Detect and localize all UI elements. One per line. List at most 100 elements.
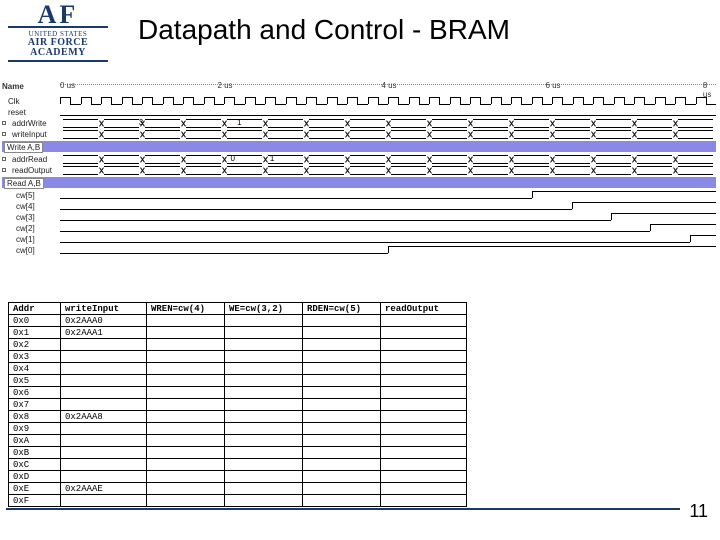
addrread-lane: 0 1 [60,154,716,165]
logo-top: AF [8,4,108,28]
table-header-row: Addr writeInput WREN=cw(4) WE=cw(3,2) RD… [9,303,467,315]
table-row: 0xB [9,447,467,459]
signal-label: cw[2] [16,224,64,233]
table-cell [381,363,467,375]
signal-label: addrWrite [12,119,60,128]
table-cell [381,375,467,387]
table-cell [147,495,225,507]
table-cell [303,387,381,399]
bus-value: 0 [231,154,235,163]
bus-value: 1 [270,154,274,163]
signal-reset: reset [0,107,716,118]
footer-divider [6,508,680,510]
table-cell: 0x1 [9,327,61,339]
table-cell [381,315,467,327]
table-cell [225,495,303,507]
table-cell [225,435,303,447]
signal-label: cw[4] [16,202,64,211]
bus-value: 1 [237,118,241,127]
table-cell [147,339,225,351]
table-cell [381,495,467,507]
th-writeinput: writeInput [61,303,147,315]
table-cell [303,471,381,483]
table-cell [61,387,147,399]
table-cell [147,399,225,411]
table-cell: 0xE [9,483,61,495]
th-readoutput: readOutput [381,303,467,315]
table-cell [147,327,225,339]
table-cell [381,447,467,459]
table-row: 0x3 [9,351,467,363]
table-cell [225,447,303,459]
table-cell [61,339,147,351]
table-cell [61,375,147,387]
th-rden: RDEN=cw(5) [303,303,381,315]
expand-icon[interactable] [2,157,6,161]
bram-table: Addr writeInput WREN=cw(4) WE=cw(3,2) RD… [8,302,467,507]
table-row: 0x5 [9,375,467,387]
table-cell: 0x2AAAE [61,483,147,495]
table-row: 0x9 [9,423,467,435]
table-cell [147,387,225,399]
table-cell: 0xA [9,435,61,447]
table-cell [225,327,303,339]
table-cell [225,411,303,423]
signal-label: writeInput [12,130,60,139]
table-row: 0xF [9,495,467,507]
expand-icon[interactable] [2,121,6,125]
signal-label: cw[0] [16,246,64,255]
table-cell [61,399,147,411]
group-label: Write A,B [4,142,43,153]
table-cell [61,351,147,363]
table-cell [147,459,225,471]
table-cell [225,351,303,363]
table-cell [381,327,467,339]
clk-lane [60,96,716,107]
table-cell [225,423,303,435]
table-cell: 0x5 [9,375,61,387]
table-row: 0x80x2AAA8 [9,411,467,423]
signal-addrwrite: addrWrite 3 1 [0,118,716,129]
table-cell: 0x6 [9,387,61,399]
table-cell [303,363,381,375]
signal-cw: cw[0] [0,245,716,256]
table-cell [303,411,381,423]
signal-label: addrRead [12,155,60,164]
table-cell [61,435,147,447]
table-cell [381,483,467,495]
time-axis: 0 us 2 us 4 us 6 us 8 us [60,84,716,94]
table-cell [381,459,467,471]
af-logo: AF UNITED STATES AIR FORCE ACADEMY [8,4,108,62]
table-cell [147,315,225,327]
addr-table: Addr writeInput WREN=cw(4) WE=cw(3,2) RD… [8,302,467,507]
table-cell: 0x2AAA1 [61,327,147,339]
table-cell [303,315,381,327]
logo-bot2: ACADEMY [8,48,108,58]
table-cell [225,339,303,351]
table-row: 0x7 [9,399,467,411]
waveform-area: Name 0 us 2 us 4 us 6 us 8 us Clk reset … [0,82,720,292]
table-cell [147,411,225,423]
signal-cw: cw[3] [0,212,716,223]
time-tick: 2 us [217,81,232,90]
table-row: 0xC [9,459,467,471]
table-cell [303,339,381,351]
table-cell [381,471,467,483]
table-cell [225,363,303,375]
table-row: 0xA [9,435,467,447]
table-row: 0x00x2AAA0 [9,315,467,327]
table-cell [225,315,303,327]
table-cell: 0x9 [9,423,61,435]
expand-icon[interactable] [2,132,6,136]
table-cell [303,447,381,459]
table-cell [381,339,467,351]
th-wren: WREN=cw(4) [147,303,225,315]
signal-cw: cw[1] [0,234,716,245]
table-cell: 0x4 [9,363,61,375]
table-cell [61,495,147,507]
table-cell [147,375,225,387]
signal-cw: cw[4] [0,201,716,212]
th-we: WE=cw(3,2) [225,303,303,315]
time-tick: 4 us [381,81,396,90]
expand-icon[interactable] [2,168,6,172]
